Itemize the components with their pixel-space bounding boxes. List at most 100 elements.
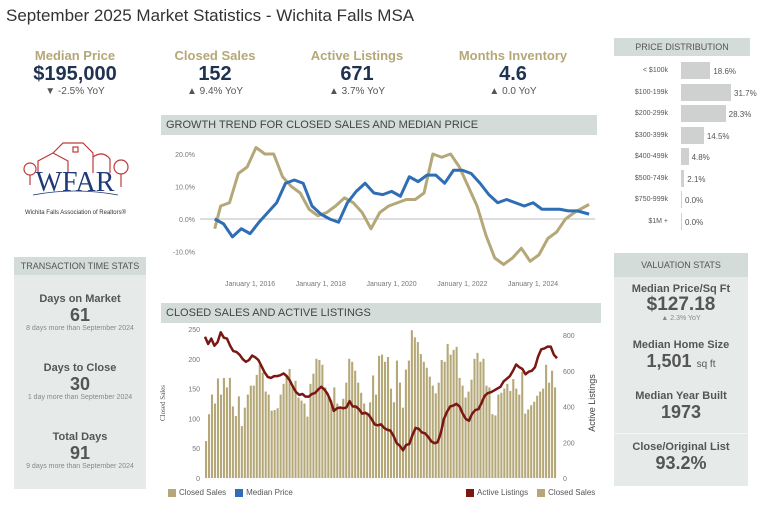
closed-sales-bar bbox=[342, 398, 345, 478]
kpi-value: 152 bbox=[198, 63, 232, 85]
closed-sales-bar bbox=[228, 377, 231, 478]
closed-sales-bar bbox=[294, 380, 297, 478]
closed-sales-bar bbox=[324, 387, 327, 478]
closed-sales-bar bbox=[210, 394, 214, 478]
closed-sales-bar bbox=[485, 385, 488, 478]
closed-sales-bar bbox=[246, 394, 249, 478]
closed-sales-bar bbox=[440, 359, 443, 478]
price-range: $100-199k bbox=[634, 88, 668, 96]
closed-sales-bar bbox=[533, 401, 536, 478]
kpi-label: Active Listings bbox=[310, 48, 404, 63]
stat-total-days: Total Days 91 9 days more than September 2… bbox=[14, 431, 146, 470]
valuation-stats-panel: VALUATION STATS Median Price/Sq Ft $127.1… bbox=[614, 253, 748, 486]
price-range: $200-299k bbox=[634, 110, 668, 117]
closed-sales-bar bbox=[255, 374, 258, 478]
closed-sales-bar bbox=[360, 392, 363, 478]
closed-sales-bar bbox=[279, 394, 282, 478]
x-tick-label: January 1, 2024 bbox=[508, 281, 558, 288]
left-axis-title: Closed Sales bbox=[159, 385, 167, 421]
price-row: $100-199k 31.7% bbox=[614, 83, 764, 102]
logo-text: WFAR bbox=[36, 167, 115, 198]
closed-sales-bar bbox=[261, 372, 264, 478]
kpi-value: 671 bbox=[340, 63, 374, 85]
closed-sales-bar bbox=[422, 361, 425, 478]
closed-sales-bar bbox=[234, 416, 237, 478]
legend-swatch bbox=[537, 488, 546, 497]
closed-sales-bar bbox=[548, 382, 551, 478]
kpi-label: Months Inventory bbox=[458, 48, 568, 63]
y-tick-label: 10.0% bbox=[175, 185, 195, 192]
price-row: $1M + 0.0% bbox=[614, 212, 764, 231]
closed-sales-bar bbox=[366, 412, 369, 478]
price-pct: 14.5% bbox=[706, 131, 730, 141]
legend-swatch bbox=[168, 488, 176, 497]
closed-sales-bar bbox=[551, 370, 554, 478]
legend-label: Active Listings bbox=[477, 488, 529, 497]
stat-label: Close/Original List bbox=[632, 441, 730, 453]
stat-label: Median Home Size bbox=[632, 339, 730, 351]
stat-label: Days on Market bbox=[39, 293, 121, 305]
price-row: $300-399k 14.5% bbox=[614, 126, 764, 145]
logo-caption: Wichita Falls Association of Realtors® bbox=[24, 210, 127, 216]
y-tick-label: -10.0% bbox=[173, 250, 195, 257]
price-pct: 31.7% bbox=[734, 88, 757, 98]
closed-sales-bar bbox=[464, 397, 467, 478]
price-row: < $100k 18.6% bbox=[614, 62, 764, 80]
legend-label: Closed Sales bbox=[548, 488, 596, 497]
closed-sales-bar bbox=[437, 382, 440, 478]
price-bar bbox=[681, 62, 711, 79]
closed-sales-bar bbox=[291, 385, 294, 478]
price-pct: 4.8% bbox=[691, 153, 710, 162]
price-distribution-panel: PRICE DISTRIBUTION < $100k 18.6% $100-199k… bbox=[614, 38, 757, 243]
transaction-header: TRANSACTION TIME STATS bbox=[14, 257, 146, 275]
left-tick-label: 200 bbox=[188, 357, 200, 364]
price-bar bbox=[681, 105, 726, 122]
closed-sales-bar bbox=[333, 387, 336, 478]
closed-sales-bar bbox=[452, 349, 455, 478]
closed-sales-bar bbox=[434, 393, 437, 478]
median_price-line bbox=[214, 168, 590, 239]
stat-unit: sq ft bbox=[696, 359, 716, 370]
closed-sales-bar bbox=[306, 416, 309, 478]
closed-sales-bar bbox=[213, 403, 217, 478]
left-tick-label: 150 bbox=[188, 387, 200, 394]
closed-sales-bar bbox=[542, 388, 545, 478]
closed-sales-bar bbox=[392, 402, 396, 478]
closed-sales-bar bbox=[372, 375, 375, 478]
closed-sales-bar bbox=[521, 371, 524, 478]
closed-sales-bar bbox=[258, 364, 261, 478]
stat-change: ▲ 2.3% YoY bbox=[661, 315, 701, 322]
closed-sales-bar bbox=[491, 414, 494, 478]
stat-value: 91 bbox=[69, 443, 91, 463]
closed-sales-bar bbox=[395, 360, 399, 478]
closed-sales-bar bbox=[252, 385, 255, 478]
left-tick-label: 250 bbox=[188, 327, 200, 334]
closed-sales-bar bbox=[267, 394, 270, 478]
price-bar bbox=[681, 126, 704, 144]
stat-label: Median Price/Sq Ft bbox=[631, 283, 731, 295]
closed-sales-bar bbox=[336, 403, 339, 478]
closed-sales-bar bbox=[545, 364, 548, 478]
closed-sales-bar bbox=[312, 373, 315, 478]
closed-sales-bar bbox=[357, 382, 360, 478]
right-tick-label: 200 bbox=[563, 440, 575, 447]
closed-sales-bar bbox=[207, 414, 211, 478]
stat-value: 30 bbox=[69, 374, 91, 394]
closed-sales-bar bbox=[554, 387, 557, 478]
stat-price-sqft: Median Price/Sq Ft $127.18 ▲ 2.3% YoY bbox=[614, 283, 748, 322]
stat-value: 93.2% bbox=[655, 453, 707, 473]
closed-sales-bar bbox=[270, 410, 273, 478]
closed-sales-bar bbox=[231, 406, 234, 478]
stat-days-to-close: Days to Close 30 1 day more than September… bbox=[14, 362, 146, 401]
closed-sales-bar bbox=[282, 383, 285, 478]
price-pct: 2.1% bbox=[687, 174, 706, 184]
closed-sales-bar bbox=[303, 403, 306, 478]
stat-home-size: Median Home Size 1,501 sq ft bbox=[614, 339, 748, 375]
closed-sales-bar bbox=[386, 357, 390, 478]
price-bar bbox=[681, 83, 731, 101]
closed-sales-bar bbox=[297, 397, 300, 478]
closed-sales-bar bbox=[240, 426, 243, 478]
legend-swatch bbox=[235, 488, 244, 497]
right-tick-label: 600 bbox=[563, 369, 575, 376]
closed-sales-bar bbox=[216, 378, 220, 478]
